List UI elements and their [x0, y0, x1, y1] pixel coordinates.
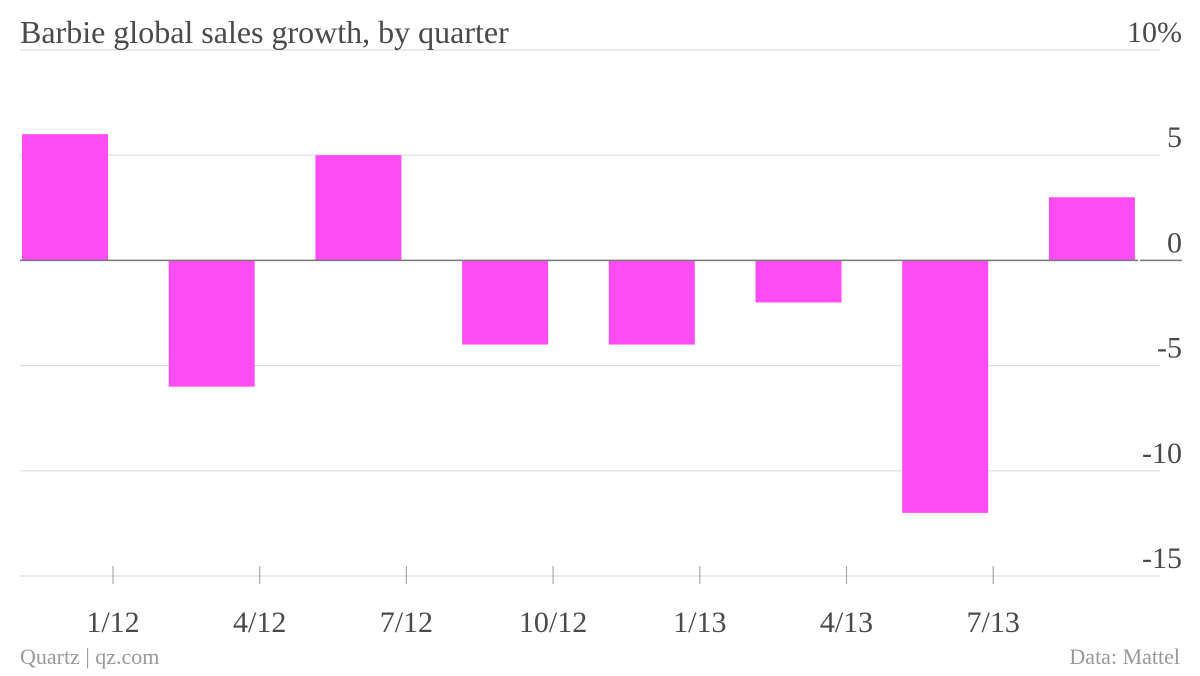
- bar: [22, 134, 108, 260]
- x-tick-label: 1/12: [86, 606, 139, 639]
- y-tick-label: 10%: [1127, 16, 1182, 49]
- y-axis-labels: 10% 5 0 -5 -10 -15: [1127, 16, 1182, 575]
- x-tick-label: 4/12: [233, 606, 286, 639]
- y-tick-label: 5: [1167, 121, 1182, 154]
- bar: [315, 155, 401, 260]
- bar: [756, 260, 842, 302]
- bar: [609, 260, 695, 344]
- x-tick-label: 10/12: [519, 606, 587, 639]
- x-tick-label: 4/13: [820, 606, 873, 639]
- x-axis-ticks: 1/12 4/12 7/12 10/12 1/13 4/13 7/13: [86, 566, 1020, 639]
- y-tick-label: -5: [1157, 332, 1182, 365]
- bars: [22, 134, 1135, 513]
- source-text: Data: Mattel: [1069, 644, 1180, 670]
- bar: [902, 260, 988, 512]
- x-tick-label: 1/13: [673, 606, 726, 639]
- y-tick-label: 0: [1167, 226, 1182, 259]
- y-tick-label: -10: [1142, 437, 1182, 470]
- bar: [1049, 197, 1135, 260]
- bar: [169, 260, 255, 386]
- bar-chart: 10% 5 0 -5 -10 -15 1/12 4/12 7/12 10/12 1/13 4/13 7…: [0, 0, 1200, 676]
- x-tick-label: 7/12: [380, 606, 433, 639]
- credit-text: Quartz | qz.com: [20, 644, 159, 670]
- x-tick-label: 7/13: [967, 606, 1020, 639]
- bar: [462, 260, 548, 344]
- y-tick-label: -15: [1142, 542, 1182, 575]
- chart-title: Barbie global sales growth, by quarter: [20, 12, 509, 52]
